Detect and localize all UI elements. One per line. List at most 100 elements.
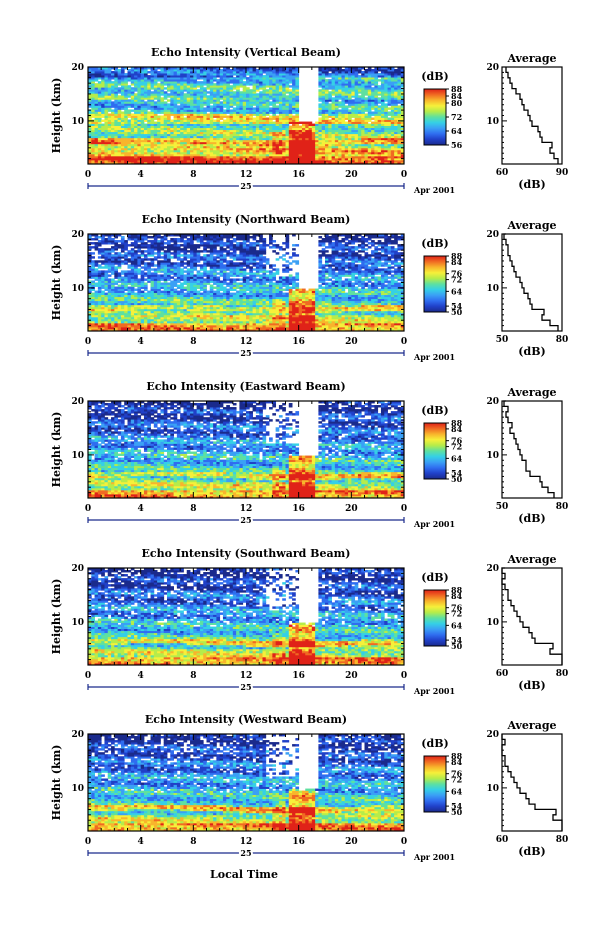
profile-line [505, 67, 559, 164]
profile-y-tick-label: 20 [486, 564, 499, 574]
colorbar-tick-label: 80 [451, 98, 463, 108]
y-axis: 10 20 [71, 730, 404, 827]
profile-x-tick-label: 90 [556, 168, 569, 178]
profile-line [501, 567, 563, 665]
colorbar-gradient [423, 755, 447, 813]
y-tick-label: 20 [71, 230, 84, 240]
heatmap-cells [88, 234, 405, 332]
y-tick-label: 20 [71, 63, 84, 73]
colorbar-tick-label: 76 [451, 769, 463, 779]
average-profile: Average 10 20 60 80 (dB) [486, 719, 568, 858]
colorbar-label: (dB) [421, 404, 448, 417]
chart-title: Echo Intensity (Northward Beam) [142, 213, 351, 226]
colorbar-tick-label: 64 [451, 286, 463, 296]
profile-x-axis-title: (dB) [518, 512, 545, 525]
y-tick-label: 10 [71, 784, 84, 794]
x-tick-label: 8 [190, 671, 196, 681]
x-tick-label: 20 [345, 837, 358, 847]
colorbar-tick-label: 54 [451, 468, 463, 478]
profile-y-tick-label: 20 [486, 397, 499, 407]
x-tick-label: 4 [138, 504, 144, 514]
x-tick-label: 12 [240, 337, 253, 347]
x-tick-label: 16 [292, 671, 305, 681]
profile-frame [501, 400, 563, 499]
colorbar-tick-label: 56 [451, 140, 463, 150]
day-bar: 25 [87, 846, 405, 860]
x-tick-label: 20 [345, 671, 358, 681]
profile-x-tick-label: 80 [556, 669, 569, 679]
colorbar-label: (dB) [421, 737, 448, 750]
x-tick-label: 0 [85, 671, 91, 681]
profile-x-tick-label: 60 [496, 835, 509, 845]
profile-line [503, 233, 559, 331]
colorbar-tick-label: 64 [451, 620, 463, 630]
profile-x-axis-title: (dB) [518, 679, 545, 692]
panel-2: Echo Intensity (Eastward Beam) 10 20 Height… [50, 380, 568, 529]
profile-y-tick-label: 10 [486, 451, 499, 461]
x-axis: 0 4 8 12 16 20 0 [85, 734, 407, 847]
day-bar: 25 [87, 513, 405, 527]
y-axis: 10 20 [71, 63, 404, 160]
x-tick-label: 0 [401, 337, 407, 347]
panel-3: Echo Intensity (Southward Beam) 10 20 Heigh… [50, 547, 568, 696]
profile-x-tick-label: 50 [496, 502, 509, 512]
date-label: Apr 2001 [413, 352, 455, 362]
average-profile: Average 10 20 50 80 (dB) [486, 219, 568, 358]
colorbar-tick-label: 84 [451, 91, 463, 101]
profile-line [503, 400, 555, 498]
panel-1: Echo Intensity (Northward Beam) 10 20 Heigh… [50, 213, 568, 362]
profile-x-axis-title: (dB) [518, 345, 545, 358]
panel-4: Echo Intensity (Westward Beam) 10 20 Height… [50, 713, 568, 862]
x-tick-label: 16 [292, 337, 305, 347]
profile-y-tick-label: 20 [486, 730, 499, 740]
profile-y-tick-label: 10 [486, 618, 499, 628]
profile-x-tick-label: 60 [496, 168, 509, 178]
chart-title: Echo Intensity (Southward Beam) [142, 547, 351, 560]
x-axis: 0 4 8 12 16 20 0 [85, 234, 407, 347]
colorbar-tick-label: 72 [451, 275, 462, 285]
colorbar-tick-label: 50 [451, 641, 463, 651]
x-tick-label: 20 [345, 170, 358, 180]
day-label: 25 [240, 515, 251, 525]
colorbar-tick-label: 54 [451, 635, 463, 645]
chart-title: Echo Intensity (Vertical Beam) [151, 46, 341, 59]
colorbar-tick-label: 72 [451, 442, 462, 452]
colorbar-tick-label: 50 [451, 807, 463, 817]
colorbar-tick-label: 88 [451, 585, 463, 595]
y-axis-title: Height (km) [50, 78, 63, 154]
colorbar-tick-label: 76 [451, 603, 463, 613]
panel-0: Echo Intensity (Vertical Beam) 10 20 Height… [50, 46, 568, 195]
x-tick-label: 4 [138, 337, 144, 347]
chart-title: Echo Intensity (Westward Beam) [145, 713, 347, 726]
colorbar-tick-label: 76 [451, 436, 463, 446]
profile-y-tick-label: 10 [486, 284, 499, 294]
heatmap-cells [88, 734, 405, 832]
day-bar: 25 [87, 179, 405, 193]
profile-line [501, 734, 563, 831]
colorbar-tick-label: 64 [451, 453, 463, 463]
day-label: 25 [240, 181, 251, 191]
day-label: 25 [240, 848, 251, 858]
profile-frame [501, 66, 563, 165]
y-axis-title: Height (km) [50, 412, 63, 488]
y-axis: 10 20 [71, 397, 404, 494]
colorbar-tick-label: 72 [451, 609, 462, 619]
profile-x-axis-title: (dB) [518, 845, 545, 858]
heatmap-cells [88, 568, 405, 666]
y-tick-label: 20 [71, 397, 84, 407]
colorbar-tick-label: 84 [451, 424, 463, 434]
y-axis-title: Height (km) [50, 745, 63, 821]
x-tick-label: 4 [138, 671, 144, 681]
profile-x-tick-label: 80 [556, 335, 569, 345]
x-tick-label: 12 [240, 837, 253, 847]
x-tick-label: 8 [190, 837, 196, 847]
colorbar-tick-label: 54 [451, 301, 463, 311]
x-tick-label: 8 [190, 337, 196, 347]
y-axis-title: Height (km) [50, 579, 63, 655]
colorbar-tick-label: 76 [451, 269, 463, 279]
x-axis-label-local-time: Local Time [210, 868, 278, 881]
colorbar-label: (dB) [421, 237, 448, 250]
